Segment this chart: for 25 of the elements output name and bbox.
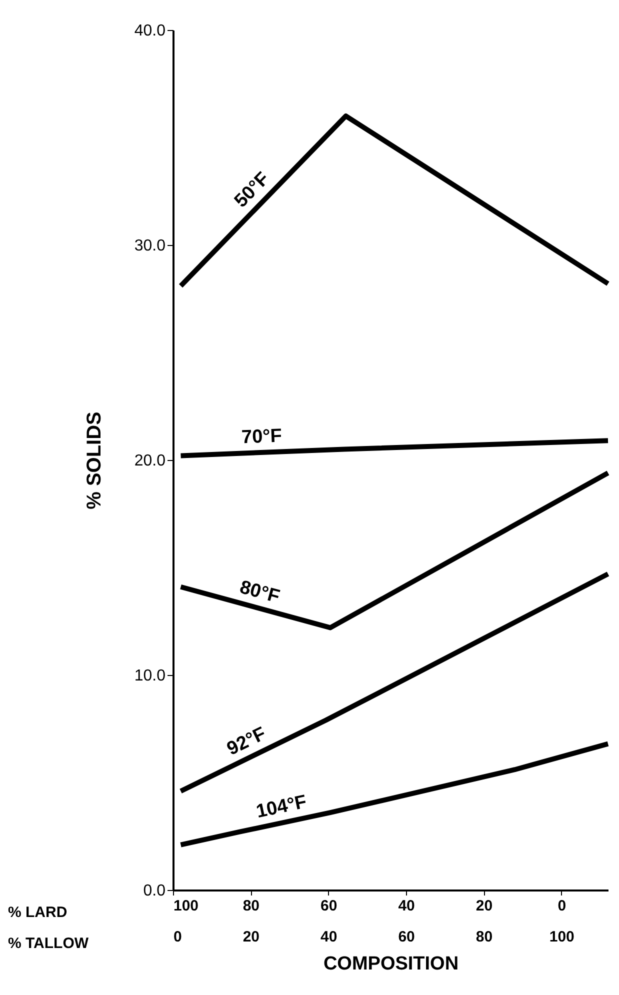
y-tick-label: 20.0: [134, 452, 166, 470]
x2-tick-label: 20: [476, 898, 493, 914]
x2-axis-title: % LARD: [8, 904, 68, 921]
x-tick-label: 60: [398, 928, 415, 946]
x-axis-title: COMPOSITION: [323, 954, 459, 974]
y-tick-label: 30.0: [134, 238, 166, 254]
y-tick-label: 10.0: [134, 668, 166, 684]
y-axis-title: % SOLIDS: [83, 412, 106, 510]
x-tick-label: 0: [174, 928, 182, 946]
x2-tick-label: 80: [242, 898, 260, 914]
x2-tick-label: 100: [174, 898, 199, 914]
x-tick-label: 80: [476, 928, 493, 946]
text: 92°F: [224, 723, 270, 760]
text: % TALLOW: [8, 935, 90, 952]
series-label: 70°F: [241, 426, 282, 448]
x2-tick-label: 40: [398, 898, 415, 914]
y-tick-label: 0.0: [143, 882, 166, 900]
x-tick-label: 20: [242, 928, 260, 946]
y-tick-label: 40.0: [134, 22, 166, 40]
text: 104°F: [254, 792, 309, 823]
x2-tick-label: 0: [558, 898, 566, 914]
text: 80°F: [237, 576, 282, 608]
x2-tick-label: 60: [320, 898, 338, 914]
x-tick-label: 40: [320, 928, 338, 946]
x-tick-label: 100: [549, 928, 574, 946]
